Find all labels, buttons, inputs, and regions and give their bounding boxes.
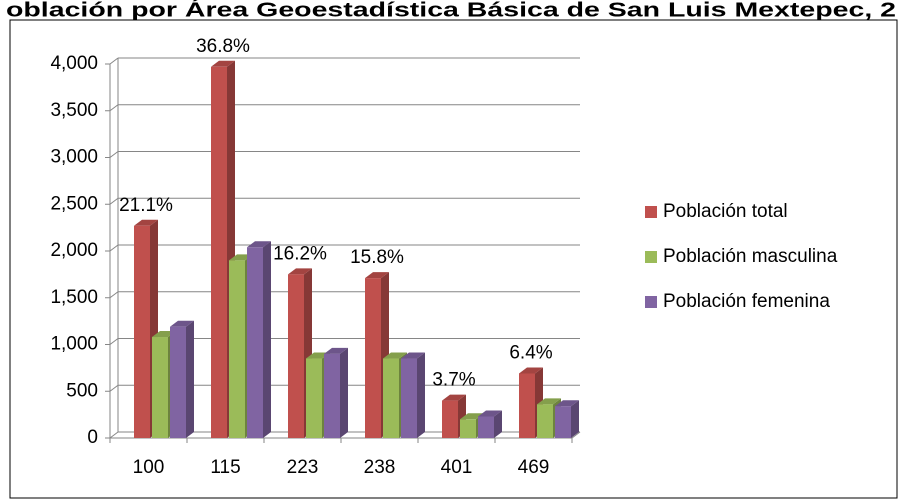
chart-title: oblación por Área Geoestadística Básica … [6,0,896,21]
bar [383,358,399,438]
bar [152,337,168,438]
bar [537,404,553,438]
bar-top [365,272,389,279]
tick-mark [109,431,119,439]
y-tick-label: 0 [87,427,98,448]
data-label: 21.1% [119,195,173,216]
tick-mark [109,338,119,345]
x-tick-label: 223 [287,457,319,478]
tick-mark [109,197,119,205]
bar-side [263,241,271,438]
bar [288,274,304,438]
bar-top [442,394,466,401]
bar-side [494,410,502,438]
bar [460,419,476,438]
tick-mark [109,244,119,252]
bar-side [340,347,348,438]
bar [211,66,227,439]
bar-top [134,219,158,226]
bar-top [401,352,425,359]
tick-mark [109,57,119,65]
bar [555,406,571,438]
legend-label: Población total [663,201,788,222]
bar-top [247,241,271,248]
bar [306,358,322,438]
x-tick-label: 469 [518,457,550,478]
data-label: 15.8% [350,247,404,268]
legend-swatch [645,296,657,308]
y-tick-label: 3,500 [50,100,98,121]
y-tick-label: 1,000 [50,334,98,355]
floor-edge [571,431,581,439]
bar [324,353,340,438]
bar [401,358,417,438]
bar-side [417,352,425,438]
bar [170,326,186,438]
x-tick-label: 401 [441,457,473,478]
bar [478,416,494,438]
y-tick-label: 2,000 [50,240,98,261]
legend-label: Población masculina [663,246,838,267]
legend-swatch [645,251,657,263]
bar-top [555,400,579,407]
bar [365,278,381,438]
x-tick-label: 238 [364,457,396,478]
data-label: 6.4% [509,343,552,364]
bar [519,373,535,438]
bar-side [571,400,579,438]
data-label: 16.2% [273,243,327,264]
y-tick-label: 3,000 [50,147,98,168]
bar-top [324,347,348,354]
tick-mark [109,104,119,112]
x-tick-label: 100 [133,457,165,478]
x-tick-label: 115 [210,457,240,478]
bar [442,400,458,438]
y-tick-label: 500 [66,380,98,401]
y-tick-label: 1,500 [50,287,98,308]
bar-top [288,268,312,275]
data-label: 36.8% [196,36,250,57]
bar-top [519,367,543,374]
bar-top [383,352,407,359]
data-label: 3.7% [432,370,475,391]
tick-mark [109,291,119,299]
y-tick-label: 2,500 [50,193,98,214]
chart-border [9,19,898,499]
y-tick-label: 4,000 [50,53,98,74]
tick-mark [109,384,119,392]
tick-mark [109,151,119,158]
bar [134,225,150,438]
bar-top [478,410,502,417]
bar [247,247,263,438]
bar-top [537,398,561,405]
bar [229,260,245,438]
bar-top [211,60,235,67]
legend-swatch [645,206,657,218]
bar-side [186,320,194,438]
bar-top [170,320,194,327]
legend-label: Población femenina [663,291,830,312]
